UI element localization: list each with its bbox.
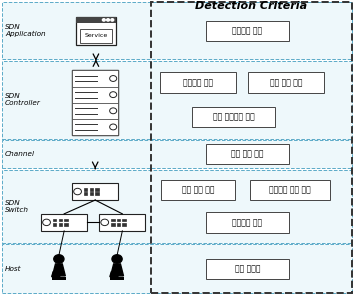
FancyBboxPatch shape bbox=[117, 223, 120, 226]
FancyBboxPatch shape bbox=[58, 223, 62, 226]
FancyBboxPatch shape bbox=[95, 192, 99, 195]
FancyBboxPatch shape bbox=[76, 17, 116, 45]
Polygon shape bbox=[110, 264, 124, 276]
FancyBboxPatch shape bbox=[192, 106, 275, 127]
FancyBboxPatch shape bbox=[72, 183, 118, 200]
FancyBboxPatch shape bbox=[111, 223, 115, 226]
Text: 비정상적 종료: 비정상적 종료 bbox=[233, 26, 263, 35]
FancyBboxPatch shape bbox=[2, 244, 352, 293]
FancyBboxPatch shape bbox=[84, 188, 87, 191]
Circle shape bbox=[111, 19, 114, 21]
FancyBboxPatch shape bbox=[64, 219, 68, 222]
FancyBboxPatch shape bbox=[72, 71, 118, 135]
FancyBboxPatch shape bbox=[72, 103, 118, 119]
FancyBboxPatch shape bbox=[90, 192, 93, 195]
FancyBboxPatch shape bbox=[206, 259, 289, 278]
Circle shape bbox=[54, 255, 64, 263]
Text: SDN
Application: SDN Application bbox=[5, 24, 46, 37]
Text: Channel: Channel bbox=[5, 151, 35, 157]
Circle shape bbox=[102, 19, 105, 21]
Text: 내부 성능 변화: 내부 성능 변화 bbox=[182, 186, 215, 195]
FancyBboxPatch shape bbox=[2, 170, 352, 243]
FancyBboxPatch shape bbox=[52, 277, 66, 280]
Text: 내부 저장소의 변화: 내부 저장소의 변화 bbox=[212, 112, 254, 122]
Circle shape bbox=[112, 255, 122, 263]
FancyBboxPatch shape bbox=[53, 219, 56, 222]
FancyBboxPatch shape bbox=[95, 188, 99, 191]
Text: 비정상적 종료: 비정상적 종료 bbox=[183, 78, 213, 87]
FancyBboxPatch shape bbox=[90, 188, 93, 191]
Text: 네트워크 상태 변화: 네트워크 상태 변화 bbox=[269, 186, 311, 195]
FancyBboxPatch shape bbox=[99, 214, 145, 231]
FancyBboxPatch shape bbox=[84, 192, 87, 195]
FancyBboxPatch shape bbox=[41, 214, 87, 231]
FancyBboxPatch shape bbox=[250, 180, 330, 200]
FancyBboxPatch shape bbox=[249, 72, 324, 93]
FancyBboxPatch shape bbox=[80, 29, 112, 43]
Polygon shape bbox=[52, 264, 65, 276]
Polygon shape bbox=[52, 272, 61, 277]
FancyBboxPatch shape bbox=[111, 219, 115, 222]
FancyBboxPatch shape bbox=[72, 119, 118, 135]
Text: SDN
Switch: SDN Switch bbox=[5, 200, 29, 213]
Text: SDN
Controller: SDN Controller bbox=[5, 93, 41, 106]
Text: 연결 상태 변화: 연결 상태 변화 bbox=[231, 150, 264, 159]
FancyBboxPatch shape bbox=[117, 219, 120, 222]
FancyBboxPatch shape bbox=[2, 2, 352, 59]
FancyBboxPatch shape bbox=[110, 277, 124, 280]
Text: 내부 성능 변화: 내부 성능 변화 bbox=[270, 78, 303, 87]
FancyBboxPatch shape bbox=[72, 86, 118, 103]
Text: 도달 가능성: 도달 가능성 bbox=[235, 264, 260, 273]
FancyBboxPatch shape bbox=[206, 144, 289, 164]
FancyBboxPatch shape bbox=[2, 61, 352, 139]
FancyBboxPatch shape bbox=[122, 223, 126, 226]
FancyBboxPatch shape bbox=[206, 21, 289, 41]
FancyBboxPatch shape bbox=[76, 17, 116, 23]
Polygon shape bbox=[110, 272, 119, 277]
FancyBboxPatch shape bbox=[206, 212, 289, 233]
FancyBboxPatch shape bbox=[2, 140, 352, 168]
Text: 비정상적 종료: 비정상적 종료 bbox=[233, 218, 263, 227]
FancyBboxPatch shape bbox=[122, 219, 126, 222]
FancyBboxPatch shape bbox=[160, 72, 236, 93]
FancyBboxPatch shape bbox=[58, 219, 62, 222]
Circle shape bbox=[107, 19, 109, 21]
FancyBboxPatch shape bbox=[53, 223, 56, 226]
FancyBboxPatch shape bbox=[64, 223, 68, 226]
Text: Host: Host bbox=[5, 266, 22, 272]
FancyBboxPatch shape bbox=[161, 180, 235, 200]
Text: Service: Service bbox=[84, 33, 108, 38]
Text: Detection Criteria: Detection Criteria bbox=[195, 1, 307, 11]
FancyBboxPatch shape bbox=[72, 71, 118, 86]
